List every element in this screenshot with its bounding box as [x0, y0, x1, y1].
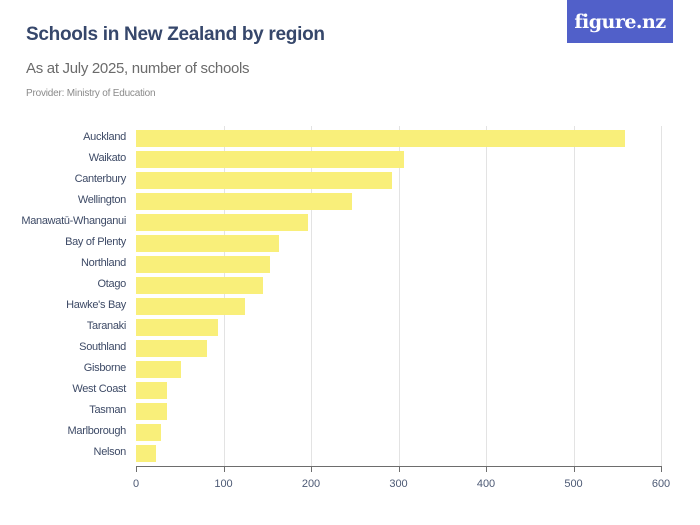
category-label: Nelson — [93, 446, 127, 458]
plot-area — [136, 126, 662, 466]
bar[interactable] — [136, 130, 626, 147]
x-tick — [573, 466, 575, 472]
bar[interactable] — [136, 298, 246, 315]
bar[interactable] — [136, 319, 219, 336]
gridline — [311, 126, 312, 466]
category-label: Wellington — [77, 194, 126, 206]
category-label: Gisborne — [83, 362, 127, 374]
category-label: Hawke's Bay — [66, 299, 126, 311]
bar[interactable] — [136, 340, 207, 357]
figure-nz-logo[interactable]: figure.nz — [567, 0, 673, 43]
gridline — [398, 126, 400, 466]
category-label: Manawatū-Whanganui — [21, 215, 126, 227]
bar[interactable] — [136, 445, 157, 462]
x-tick — [661, 466, 662, 472]
bar[interactable] — [136, 277, 263, 294]
category-label: Northland — [81, 257, 126, 269]
x-tick-label: 200 — [301, 478, 321, 490]
chart-subtitle: As at July 2025, number of schools — [26, 60, 250, 77]
category-label: Canterbury — [74, 173, 127, 185]
x-tick-label: 0 — [132, 478, 140, 490]
chart-title: Schools in New Zealand by region — [26, 24, 325, 45]
bar[interactable] — [136, 361, 181, 378]
bar[interactable] — [136, 382, 167, 399]
category-label: Taranaki — [86, 320, 126, 332]
x-tick-label: 600 — [651, 478, 671, 490]
x-tick — [223, 466, 225, 472]
category-label: Auckland — [83, 131, 126, 143]
category-label: Tasman — [89, 404, 126, 416]
gridline — [661, 126, 662, 466]
category-label: Southland — [79, 341, 126, 353]
category-label: Bay of Plenty — [65, 236, 126, 248]
bar[interactable] — [136, 151, 404, 168]
data-provider: Provider: Ministry of Education — [26, 88, 156, 99]
x-tick — [486, 466, 487, 472]
category-label: Marlborough — [67, 425, 127, 437]
gridline — [486, 126, 487, 466]
x-tick-label: 100 — [214, 478, 233, 490]
bar[interactable] — [136, 214, 309, 231]
gridline — [573, 126, 575, 466]
bar[interactable] — [136, 193, 353, 210]
category-label: Waikato — [88, 152, 127, 164]
category-label: Otago — [97, 278, 127, 290]
category-label: West Coast — [72, 383, 126, 395]
x-tick — [398, 466, 400, 472]
bar[interactable] — [136, 403, 167, 420]
bar[interactable] — [136, 424, 162, 441]
gridline — [223, 126, 225, 466]
bar[interactable] — [136, 235, 279, 252]
x-tick-label: 300 — [389, 478, 408, 490]
x-tick-label: 400 — [476, 478, 496, 490]
bar[interactable] — [136, 172, 393, 189]
x-tick-label: 500 — [564, 478, 583, 490]
bar[interactable] — [136, 256, 270, 273]
x-tick — [136, 466, 137, 472]
x-tick — [311, 466, 312, 472]
